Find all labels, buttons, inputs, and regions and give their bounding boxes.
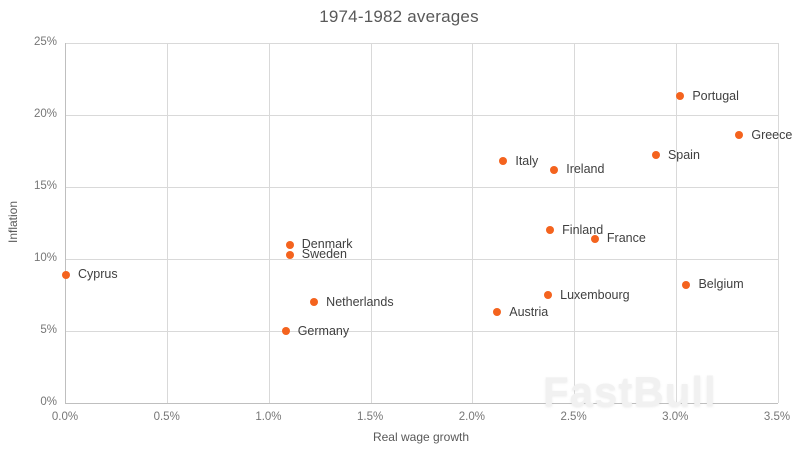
y-tick-label: 0% [40, 396, 57, 408]
y-gridline [66, 114, 778, 116]
data-point-netherlands [310, 298, 319, 307]
y-tick-label: 25% [33, 36, 57, 48]
data-point-label-cyprus: Cyprus [78, 267, 118, 282]
data-point-spain [651, 151, 660, 160]
data-point-label-finland: Finland [562, 222, 604, 237]
data-point-greece [735, 131, 744, 140]
x-tick-label: 0.5% [153, 411, 180, 423]
data-point-label-austria: Austria [509, 304, 549, 319]
y-tick-label: 5% [40, 324, 57, 336]
x-tick-label: 1.0% [255, 411, 282, 423]
data-point-label-netherlands: Netherlands [326, 294, 394, 309]
data-point-label-belgium: Belgium [698, 277, 744, 292]
data-point-austria [493, 308, 502, 317]
y-axis-title: Inflation [6, 200, 20, 244]
data-point-cyprus [62, 270, 70, 279]
plot-area: Cyprus Germany Sweden Denmark Netherlands Aus… [62, 42, 792, 404]
data-point-germany [281, 327, 290, 335]
data-point-label-italy: Italy [515, 153, 539, 168]
data-point-denmark [285, 240, 294, 249]
data-point-label-luxembourg: Luxembourg [560, 287, 630, 302]
y-tick-label: 10% [33, 252, 57, 264]
y-gridline [66, 42, 778, 44]
x-tick-label: 3.0% [662, 411, 689, 423]
data-point-label-germany: Germany [297, 323, 350, 338]
data-point-ireland [550, 165, 559, 174]
x-tick-label: 2.0% [458, 411, 485, 423]
data-point-label-spain: Spain [667, 147, 700, 162]
data-point-label-greece: Greece [751, 127, 793, 142]
y-gridline [66, 330, 778, 332]
y-tick-label: 20% [33, 108, 57, 120]
x-tick-label: 0.0% [51, 411, 79, 423]
data-point-portugal [676, 92, 685, 101]
x-axis-title: Real wage growth [372, 430, 470, 444]
x-gridline [268, 43, 270, 403]
x-gridline [777, 43, 779, 403]
data-point-label-portugal: Portugal [692, 88, 739, 103]
data-point-luxembourg [544, 291, 553, 299]
data-point-label-denmark: Denmark [301, 237, 353, 252]
data-point-label-sweden: Sweden [301, 247, 347, 262]
x-gridline [574, 43, 576, 403]
data-point-france [590, 234, 599, 243]
y-tick-label: 15% [33, 180, 57, 192]
x-gridline [675, 43, 677, 403]
y-gridline [66, 186, 778, 188]
chart-title: 1974-1982 averages [319, 7, 479, 26]
x-gridline [370, 43, 372, 403]
data-point-belgium [682, 280, 691, 289]
x-tick-label: 2.5% [560, 411, 587, 423]
y-gridline [66, 258, 778, 260]
data-point-sweden [285, 250, 294, 259]
x-gridline [167, 43, 169, 403]
x-gridline [472, 43, 474, 403]
data-point-finland [546, 226, 555, 235]
data-point-label-ireland: Ireland [566, 162, 605, 177]
data-point-label-france: France [606, 231, 646, 246]
data-point-italy [499, 157, 508, 166]
x-tick-label: 1.5% [357, 411, 384, 423]
x-tick-label: 3.5% [763, 411, 791, 423]
